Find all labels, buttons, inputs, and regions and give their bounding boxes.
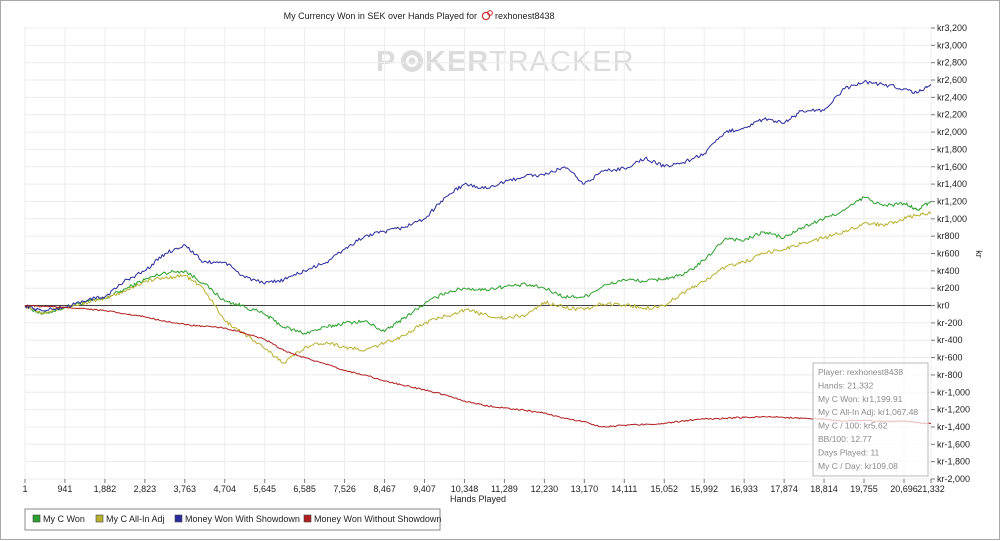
watermark-part2: KER [425, 46, 489, 78]
x-tick-label: 941 [57, 484, 72, 494]
x-tick-label: 21,332 [917, 484, 945, 494]
poker-chip-icon [401, 50, 423, 72]
legend-label: My C Won [43, 514, 85, 524]
stats-line: Hands: 21,332 [818, 380, 874, 390]
y-tick-label: kr-1,200 [937, 405, 970, 415]
watermark-part3: TRACKER [489, 46, 635, 78]
chart-title: My Currency Won in SEK over Hands Played… [284, 11, 477, 21]
y-axis: kr3,200 kr3,000 kr2,800 kr2,600 kr2,400 kr2,2… [931, 23, 970, 484]
y-tick-label: kr-1,400 [937, 422, 970, 432]
x-tick-label: 9,407 [413, 484, 436, 494]
series-layer [24, 79, 932, 428]
grid-layer [24, 27, 932, 480]
y-tick-label: kr1,000 [937, 214, 967, 224]
y-tick-label: kr200 [937, 283, 960, 293]
y-tick-label: kr2,600 [937, 75, 967, 85]
legend-swatch [95, 514, 104, 523]
y-tick-label: kr2,800 [937, 58, 967, 68]
y-tick-label: kr-1,800 [937, 457, 970, 467]
x-tick-label: 4,704 [213, 484, 236, 494]
legend-swatch [32, 514, 41, 523]
x-tick-label: 2,823 [134, 484, 157, 494]
series-line-0 [24, 196, 932, 335]
x-tick-label: 14,111 [611, 484, 637, 494]
series-line-3 [24, 304, 932, 428]
legend-label: Money Won With Showdown [185, 514, 300, 524]
legend-item[interactable]: Money Won Without Showdown [303, 514, 441, 524]
x-tick-label: 17,874 [770, 484, 798, 494]
y-tick-label: kr-800 [937, 370, 963, 380]
x-tick-label: 6,585 [293, 484, 316, 494]
stats-line: Days Played: 11 [818, 447, 880, 457]
legend-item[interactable]: My C All-In Adj [95, 514, 165, 524]
stats-line: My C / Day: kr109.08 [818, 461, 898, 471]
legend-swatch [303, 514, 312, 523]
legend-item[interactable]: Money Won With Showdown [174, 514, 300, 524]
x-tick-label: 1 [22, 484, 27, 494]
legend-label: My C All-In Adj [106, 514, 165, 524]
y-tick-label: kr3,200 [937, 23, 967, 33]
x-tick-label: 10,348 [451, 484, 479, 494]
stats-line: My C All-In Adj: kr1,067.48 [818, 407, 918, 417]
player-icon [481, 10, 493, 21]
y-tick-label: kr2,200 [937, 110, 967, 120]
y-tick-label: kr-2,000 [937, 474, 970, 484]
x-tick-label: 19,755 [850, 484, 878, 494]
y-tick-label: kr-200 [937, 318, 963, 328]
pokertracker-watermark: P KER TRACKER [376, 46, 635, 78]
x-tick-label: 18,814 [810, 484, 838, 494]
x-tick-label: 15,992 [690, 484, 718, 494]
y-tick-label: kr-400 [937, 335, 963, 345]
y-tick-label: kr1,400 [937, 179, 967, 189]
y-tick-label: kr1,200 [937, 196, 967, 206]
series-line-2 [24, 79, 932, 312]
series-line-1 [24, 211, 932, 364]
chart-title-player: rexhonest8438 [495, 11, 555, 21]
stats-line: My C Won: kr1,199.91 [818, 394, 903, 404]
x-tick-label: 5,645 [253, 484, 276, 494]
legend-label: Money Won Without Showdown [314, 514, 441, 524]
stats-line: BB/100: 12.77 [818, 434, 872, 444]
y-tick-label: kr-600 [937, 353, 963, 363]
y-tick-label: kr2,000 [937, 127, 967, 137]
y-tick-label: kr3,000 [937, 40, 967, 50]
legend-box [24, 508, 441, 531]
y-tick-label: kr0 [937, 301, 950, 311]
x-axis-label: Hands Played [450, 494, 506, 504]
stats-line: Player: rexhonest8438 [818, 367, 903, 377]
legend-item[interactable]: My C Won [32, 514, 85, 524]
x-tick-label: 7,526 [333, 484, 356, 494]
y-tick-label: kr-1,000 [937, 387, 970, 397]
y-tick-label: kr1,600 [937, 162, 967, 172]
x-tick-label: 20,696 [890, 484, 918, 494]
y-tick-label: kr-1,600 [937, 439, 970, 449]
x-tick-label: 13,170 [571, 484, 599, 494]
watermark-part1: P [376, 46, 396, 78]
x-tick-label: 15,052 [651, 484, 679, 494]
x-tick-label: 11,289 [491, 484, 518, 494]
y-tick-label: kr600 [937, 249, 960, 259]
x-tick-label: 12,230 [531, 484, 559, 494]
stats-box: Player: rexhonest8438 Hands: 21,332 My C W… [812, 362, 929, 477]
y-tick-label: kr2,400 [937, 92, 967, 102]
x-tick-label: 3,763 [174, 484, 197, 494]
x-tick-label: 8,467 [373, 484, 396, 494]
legend: My C Won My C All-In Adj Money Won With Sh… [32, 514, 441, 524]
y-tick-label: kr1,800 [937, 144, 967, 154]
stats-line: My C / 100: kr5.62 [818, 421, 888, 431]
legend-swatch [174, 514, 183, 523]
y-axis-label: kr [974, 250, 984, 258]
x-tick-label: 1,882 [94, 484, 117, 494]
x-tick-label: 16,933 [730, 484, 758, 494]
y-tick-label: kr400 [937, 266, 960, 276]
y-tick-label: kr800 [937, 231, 960, 241]
x-axis: 1 941 1,882 2,823 3,763 4,704 5,645 6,585 7,526 8… [22, 479, 945, 494]
stats-box-background [812, 362, 929, 477]
